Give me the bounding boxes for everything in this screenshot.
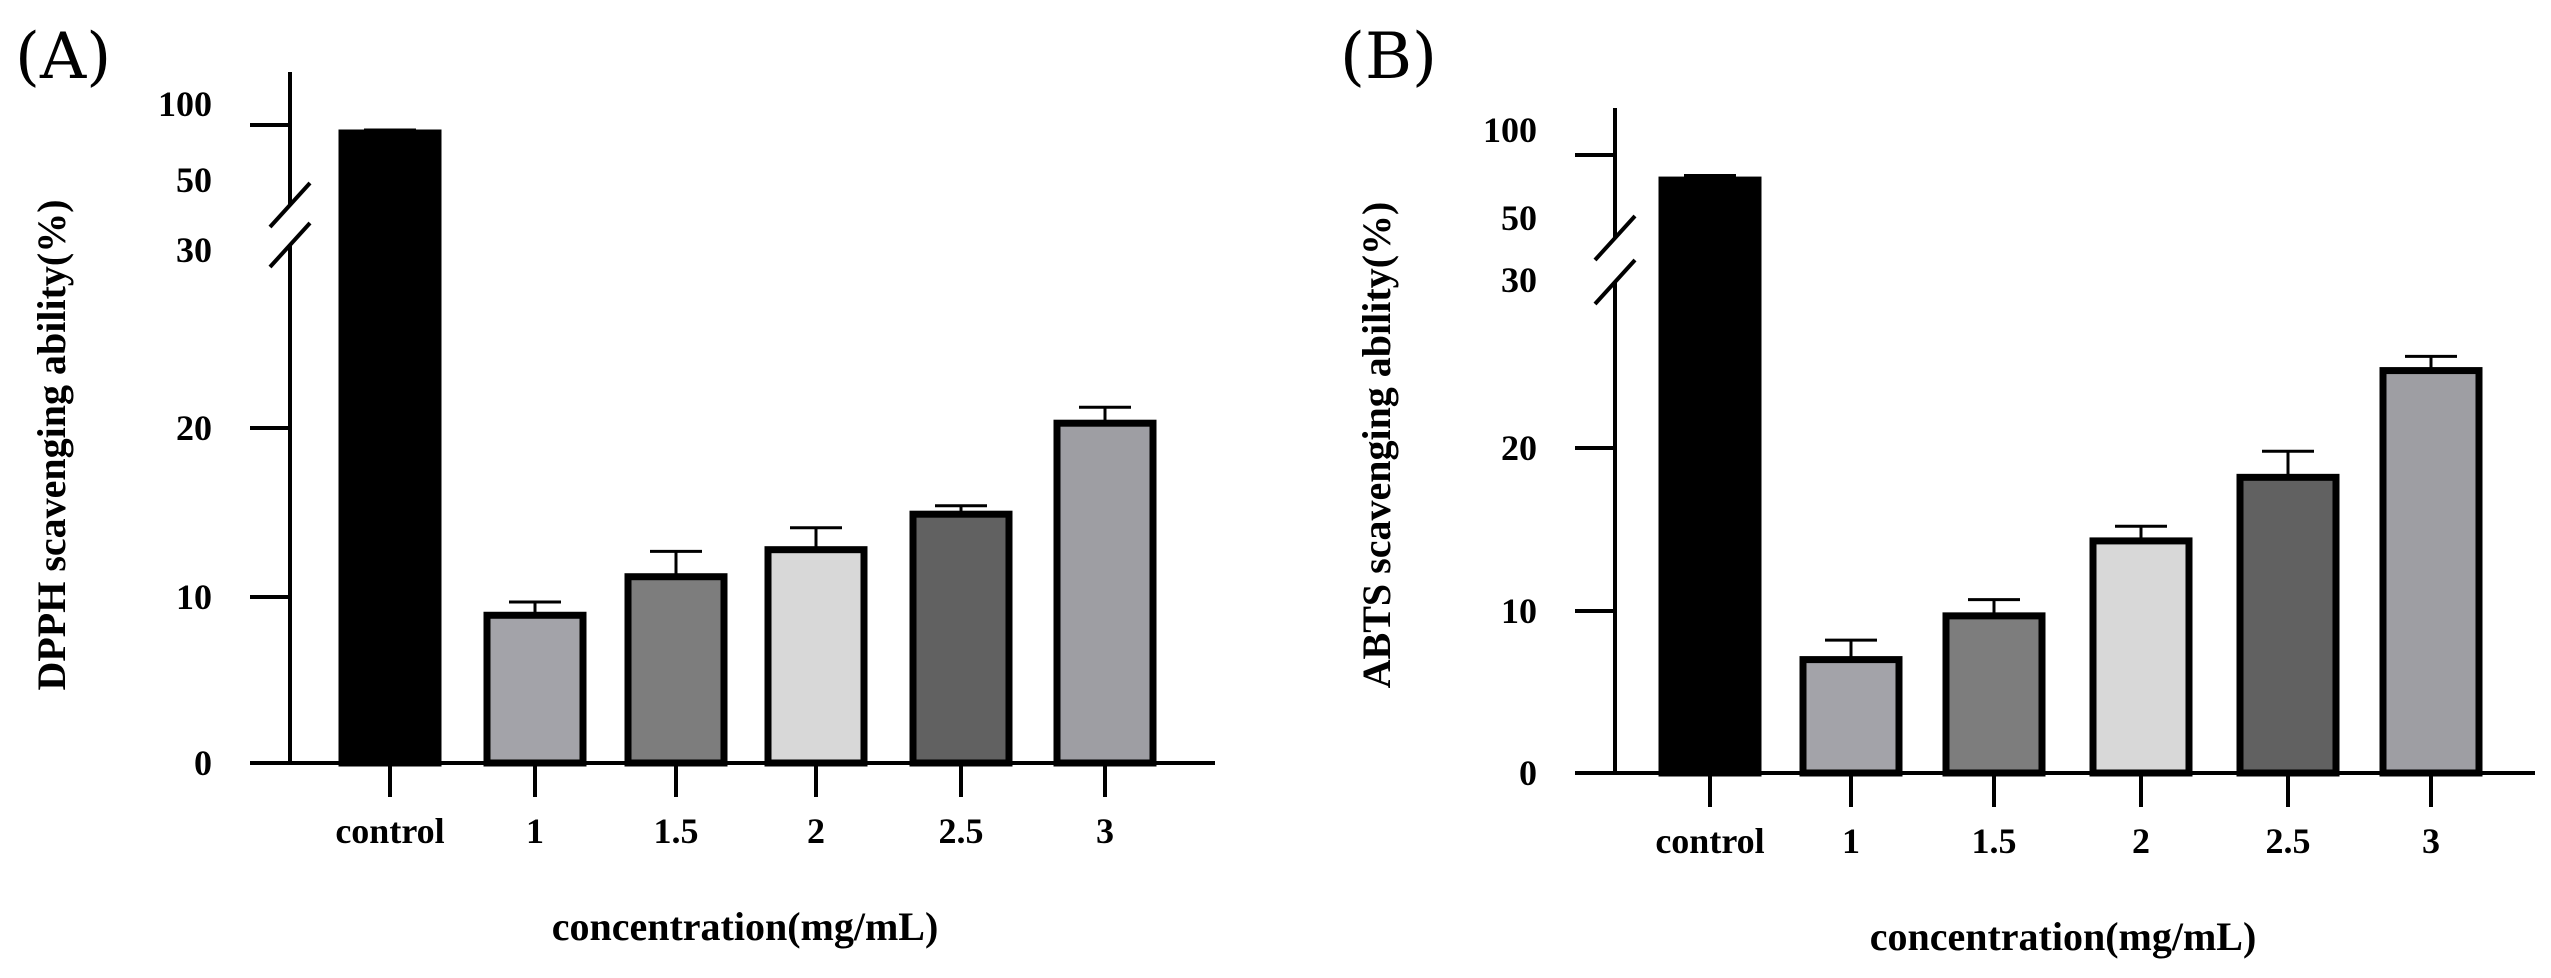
y-tick-label: 20	[176, 408, 212, 448]
y-axis-title: DPPH scavenging ability(%)	[29, 199, 74, 690]
y-axis-title: ABTS scavenging ability(%)	[1354, 202, 1399, 689]
y-tick-label: 100	[158, 84, 212, 124]
x-tick-label: 1	[526, 811, 544, 851]
bar-1-5	[1942, 612, 2046, 777]
bar-3	[2379, 367, 2483, 777]
bar-control	[338, 129, 442, 767]
panel-label: (B)	[1340, 20, 1437, 94]
bar-2-5	[2236, 473, 2340, 777]
y-tick-label: 30	[176, 230, 212, 270]
chart-panel-a: (A) 0 10 20 30 50 100 control 1 1.5 2 2.5 3 DPPH scav…	[15, 20, 1215, 949]
bar-1	[483, 611, 587, 767]
axis-break-mark	[268, 221, 312, 269]
x-tick-label: control	[335, 811, 444, 851]
bar-1-5	[624, 573, 728, 767]
y-tick-label: 50	[1501, 198, 1537, 238]
y-tick-label: 10	[176, 577, 212, 617]
bar-1	[1799, 656, 1903, 777]
x-tick-label: 2	[2132, 821, 2150, 861]
bar-control	[1658, 176, 1762, 777]
y-tick-label: 100	[1483, 110, 1537, 150]
x-tick-label: 3	[2422, 821, 2440, 861]
y-tick-label: 50	[176, 160, 212, 200]
axis-break-mark	[268, 181, 312, 229]
bar-2-5	[909, 510, 1013, 767]
y-tick-label: 0	[1519, 753, 1537, 793]
axis-break-mark	[1593, 258, 1637, 306]
bar-2	[2089, 537, 2193, 777]
y-tick-label: 20	[1501, 428, 1537, 468]
bar-2	[764, 546, 868, 767]
x-tick-label: 2.5	[939, 811, 984, 851]
x-tick-label: 3	[1096, 811, 1114, 851]
bar-3	[1053, 419, 1157, 767]
y-tick-label: 30	[1501, 260, 1537, 300]
x-axis-title: concentration(mg/mL)	[1870, 914, 2257, 959]
x-axis-title: concentration(mg/mL)	[552, 904, 939, 949]
y-tick-label: 10	[1501, 591, 1537, 631]
x-tick-label: 2	[807, 811, 825, 851]
x-tick-label: 1	[1842, 821, 1860, 861]
panel-label: (A)	[15, 20, 111, 94]
y-tick-label: 0	[194, 743, 212, 783]
x-tick-label: control	[1655, 821, 1764, 861]
chart-panel-b: (B) 0 10 20 30 50 100 control 1 1.5 2 2.5 3 ABTS scav…	[1340, 20, 2535, 959]
x-tick-label: 1.5	[654, 811, 699, 851]
x-tick-label: 2.5	[2266, 821, 2311, 861]
axis-break-mark	[1593, 214, 1637, 262]
x-tick-label: 1.5	[1972, 821, 2017, 861]
